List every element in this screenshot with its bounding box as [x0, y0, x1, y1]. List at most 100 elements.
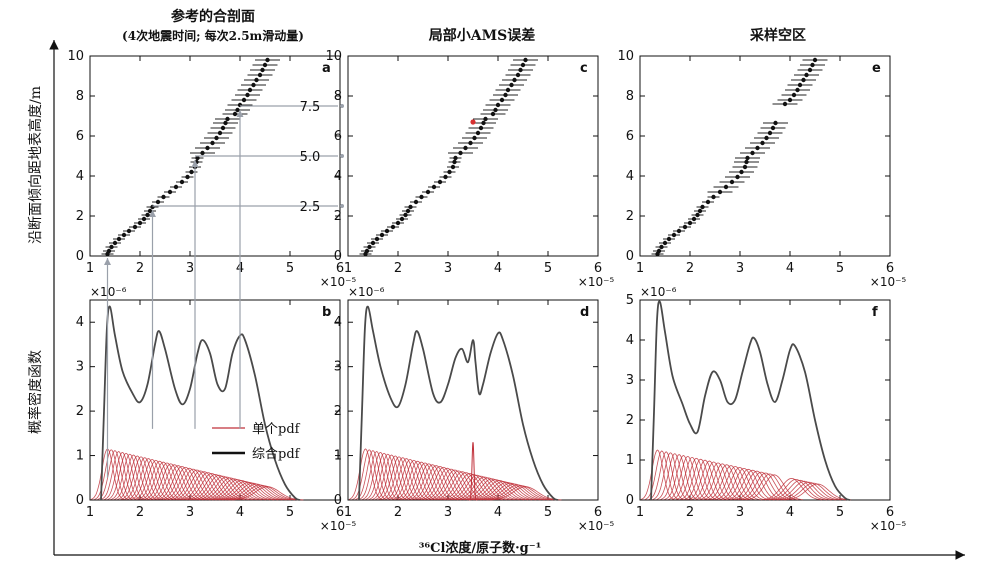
data-point: [656, 248, 662, 254]
data-point: [475, 130, 481, 136]
single-pdf-curve: [228, 485, 300, 501]
y-tick-label: 6: [76, 129, 84, 144]
single-pdf-curve: [437, 472, 495, 501]
single-pdf-curve: [411, 465, 462, 500]
single-pdf-curve: [97, 450, 133, 500]
data-point: [384, 228, 390, 234]
panel-letter-f: f: [872, 305, 878, 320]
subtitle-panel-a: (4次地震时间; 每次2.5m滑动量): [122, 28, 304, 43]
single-pdf-curve: [726, 469, 780, 501]
data-point: [744, 159, 749, 165]
y-tick-label: 8: [626, 89, 634, 104]
single-pdf-curve: [407, 464, 458, 500]
data-point: [490, 111, 496, 117]
x-tick-label: 1: [86, 261, 94, 276]
single-pdf-curve: [185, 473, 246, 501]
y-tick-label: 6: [334, 129, 342, 144]
y-tick-label: 2: [76, 404, 84, 419]
x-tick-label: 4: [786, 505, 794, 520]
x-tick-label: 6: [886, 261, 894, 276]
data-point: [760, 140, 765, 146]
single-pdf-curve: [780, 482, 846, 501]
data-point: [116, 236, 122, 242]
x-tick-label: 5: [544, 505, 552, 520]
data-point: [185, 174, 190, 180]
x-tick-label: 2: [394, 261, 402, 276]
y-tick-label: 10: [617, 49, 634, 64]
data-point: [705, 199, 711, 205]
data-point: [523, 57, 528, 63]
single-pdf-curve: [420, 467, 474, 500]
data-point: [232, 111, 238, 117]
y-tick-label: 10: [325, 49, 342, 64]
y-tick-label: 10: [67, 49, 84, 64]
data-point: [711, 194, 716, 200]
data-point: [483, 116, 488, 122]
single-pdf-curve: [772, 480, 837, 501]
single-pdf-curve: [110, 453, 150, 500]
data-point: [745, 155, 750, 161]
single-pdf-curve: [120, 456, 162, 500]
panel-letter-e: e: [872, 61, 881, 76]
data-point: [379, 232, 385, 238]
data-point: [147, 208, 153, 214]
data-point: [671, 232, 677, 238]
data-point: [791, 92, 797, 98]
data-point: [179, 179, 185, 185]
single-pdf-curve: [202, 478, 266, 501]
data-point: [801, 77, 806, 83]
x-tick-label: 3: [736, 505, 744, 520]
single-pdf-curve: [133, 459, 179, 500]
data-point: [132, 224, 138, 230]
data-point: [458, 150, 463, 156]
data-point: [481, 120, 486, 126]
slip-level-label: 7.5: [300, 100, 321, 115]
data-point: [735, 174, 740, 180]
data-point: [478, 125, 484, 131]
data-point: [729, 179, 735, 185]
data-point: [505, 87, 511, 93]
data-point: [495, 102, 501, 108]
data-point: [807, 67, 813, 73]
slip-level-label: 5.0: [300, 150, 321, 165]
single-pdf-curve: [153, 465, 204, 500]
y-tick-label: 3: [76, 360, 84, 375]
x-tick-label: 5: [286, 261, 294, 276]
data-point: [499, 97, 505, 103]
data-point: [247, 87, 253, 93]
single-pdf-curve: [483, 484, 554, 501]
x-tick-label: 6: [594, 505, 602, 520]
single-pdf-curve: [761, 478, 823, 501]
x-tick-label: 2: [136, 505, 144, 520]
single-pdf-curve: [466, 480, 533, 501]
title-panel-e: 采样空区: [749, 27, 806, 44]
data-point: [121, 232, 127, 238]
data-point: [200, 150, 205, 156]
data-point: [518, 67, 523, 73]
single-pdf-curve: [378, 456, 420, 500]
single-pdf-curve: [391, 459, 437, 500]
data-point: [472, 135, 477, 141]
data-point: [155, 199, 161, 205]
single-pdf-curve: [130, 458, 175, 500]
data-point: [676, 228, 682, 234]
data-point: [450, 164, 456, 170]
y-tick-label: 4: [626, 333, 634, 348]
data-point: [262, 62, 268, 68]
data-point: [395, 220, 401, 226]
data-point: [126, 228, 132, 234]
slip-level-marker: [340, 154, 344, 158]
total-pdf-curve: [100, 305, 301, 501]
slip-level-label: 2.5: [300, 200, 321, 215]
data-point: [205, 145, 210, 151]
y-tick-label: 4: [626, 169, 634, 184]
y-tick-label: 0: [334, 493, 342, 508]
y-tick-label: 5: [626, 293, 634, 308]
data-point: [390, 224, 396, 230]
y-tick-label: 4: [334, 315, 342, 330]
single-pdf-curve: [113, 454, 154, 500]
x-tick-label: 1: [344, 505, 352, 520]
legend-single-label: 单个pdf: [252, 422, 301, 437]
y-tick-label: 2: [626, 209, 634, 224]
panel-letter-d: d: [580, 305, 589, 320]
